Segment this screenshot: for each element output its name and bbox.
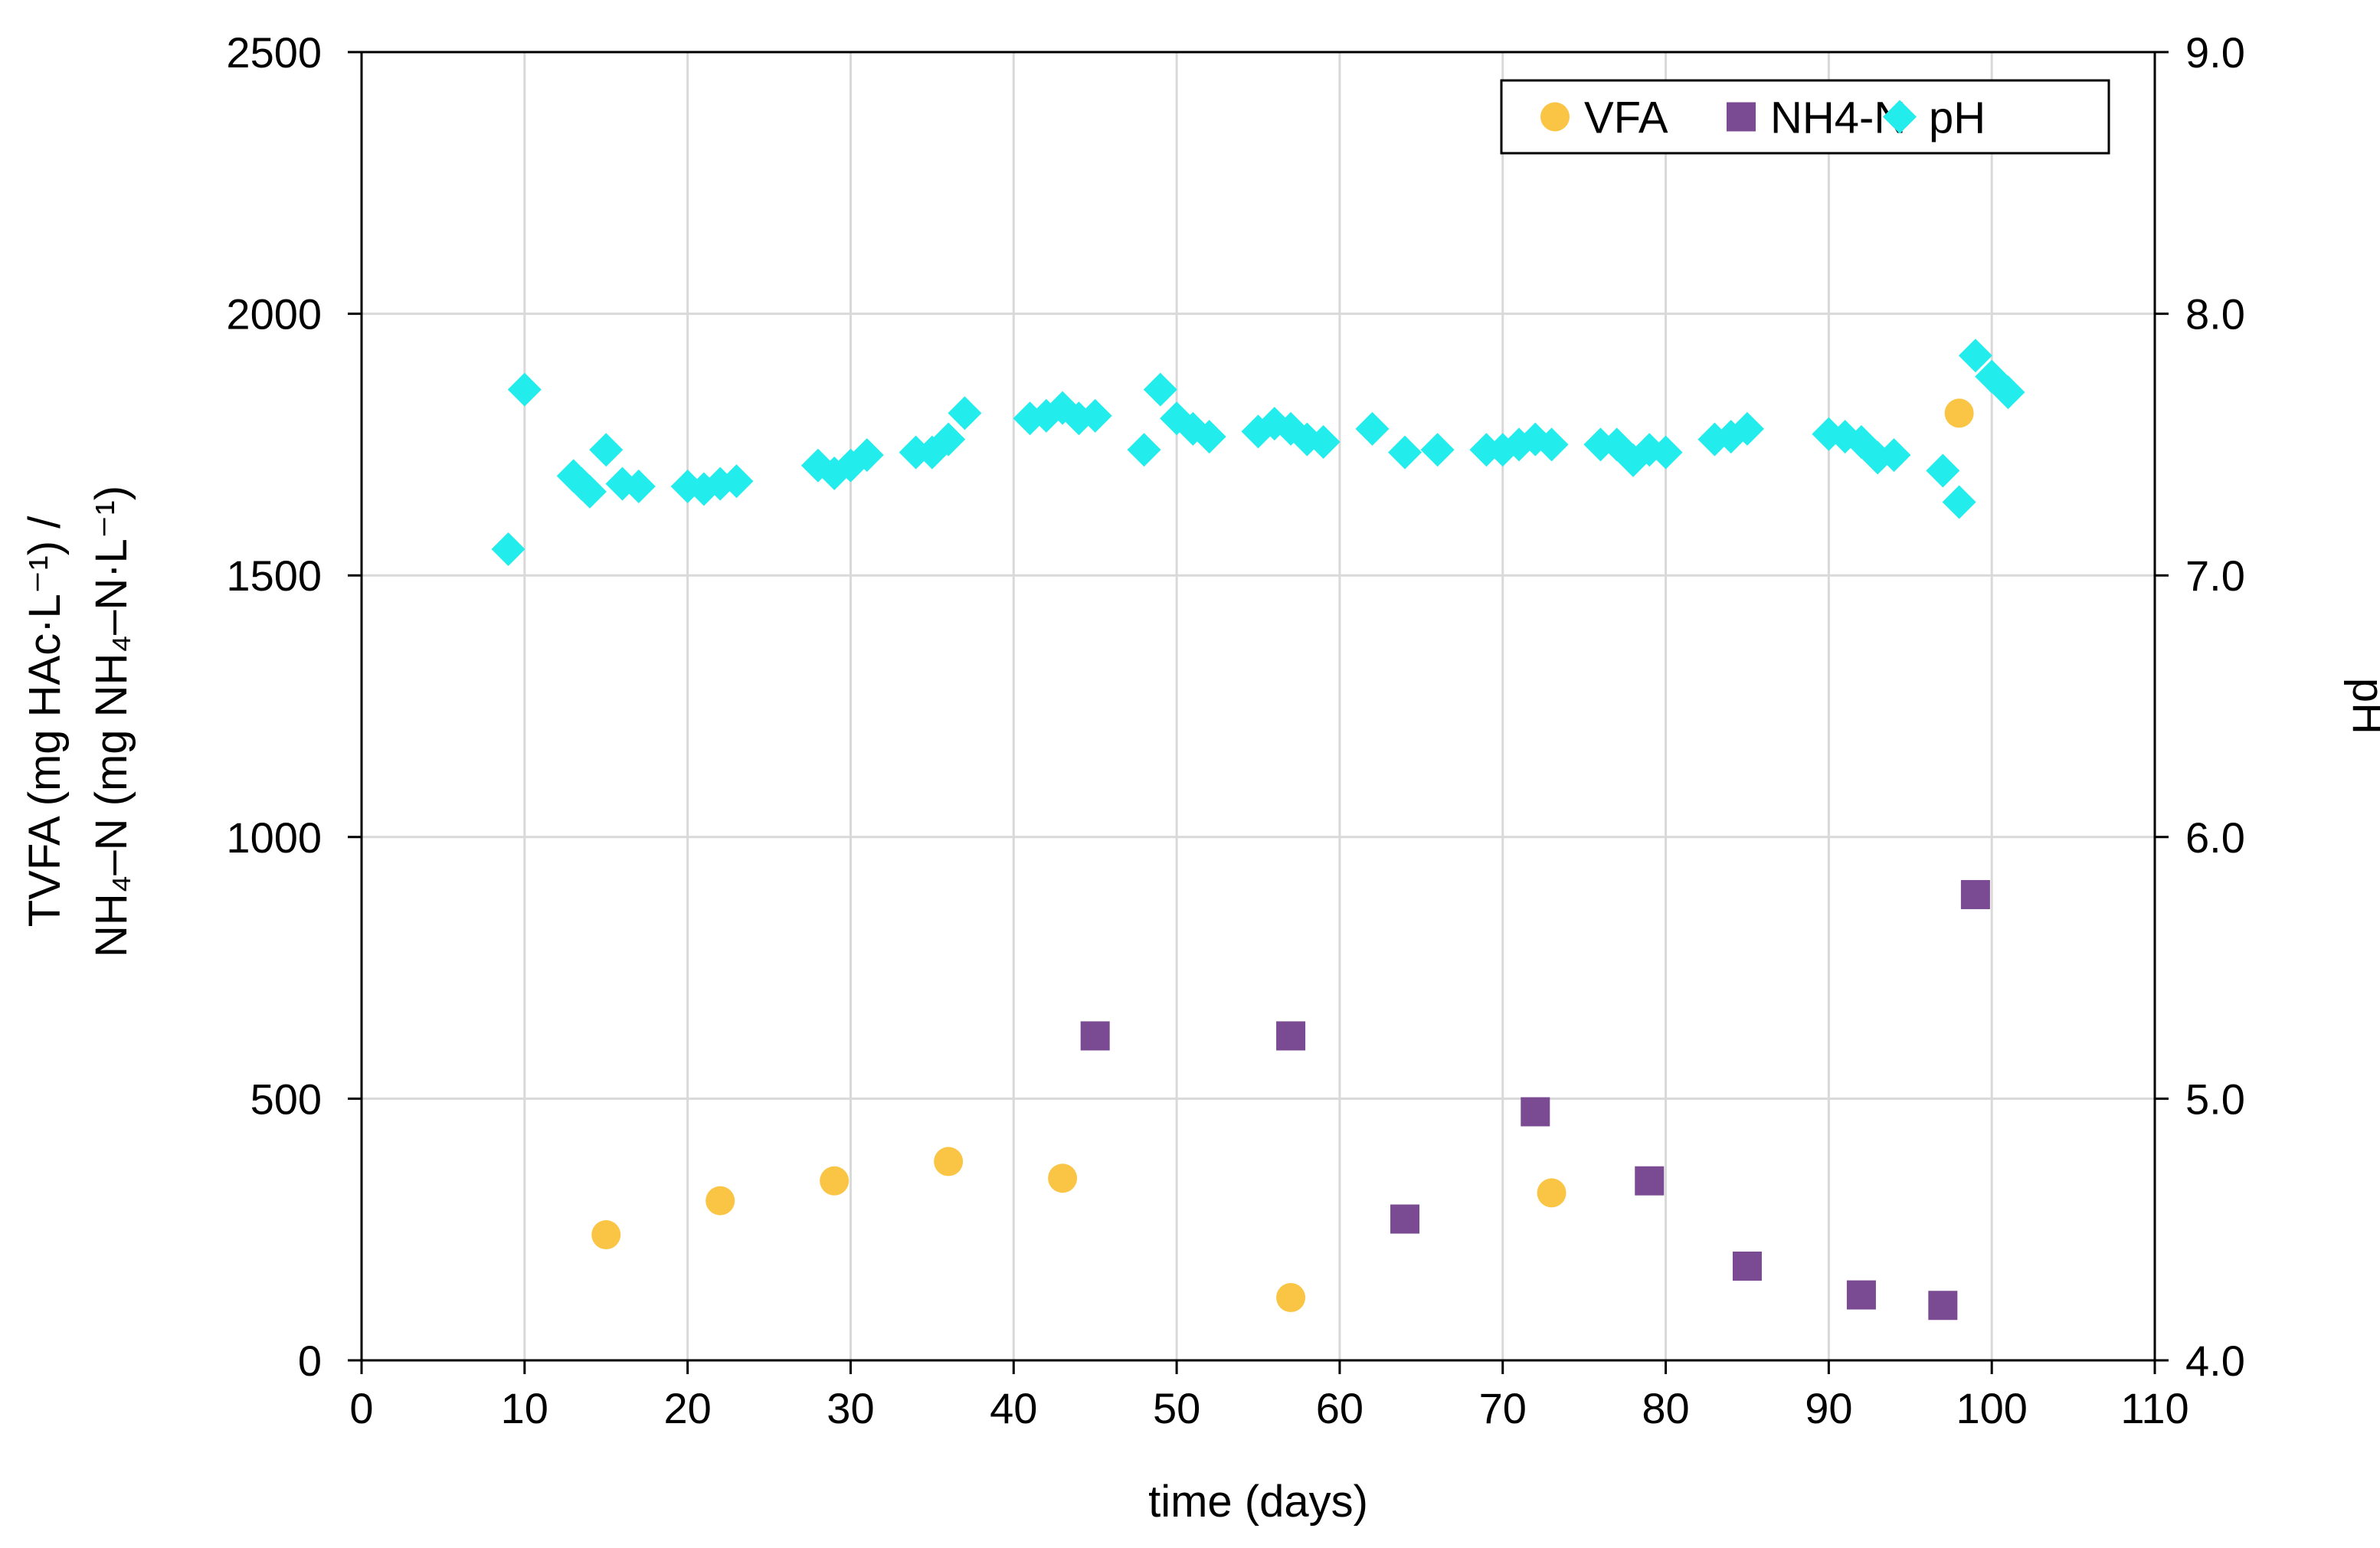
ph-point xyxy=(1192,420,1226,454)
left-y-tick-label: 0 xyxy=(298,1337,322,1385)
x-tick-label: 70 xyxy=(1479,1384,1527,1432)
ph-point xyxy=(1926,453,1960,488)
ph-point xyxy=(1942,485,1976,519)
nh4-n-point xyxy=(1276,1021,1306,1051)
vfa-point xyxy=(1048,1163,1078,1193)
ph-point xyxy=(1648,435,1683,470)
x-tick-label: 90 xyxy=(1805,1384,1852,1432)
nh4-n-point xyxy=(1928,1291,1958,1321)
nh4-n-point xyxy=(1635,1166,1665,1196)
ph-point xyxy=(719,464,754,499)
gridlines xyxy=(362,52,2155,1360)
legend-marker xyxy=(1540,102,1570,132)
left-y-tick-label: 2000 xyxy=(226,290,322,339)
legend-label: VFA xyxy=(1584,93,1668,143)
nh4-n-point xyxy=(1521,1097,1550,1127)
ph-point xyxy=(1143,372,1177,407)
vfa-point xyxy=(705,1186,735,1216)
vfa-point xyxy=(1537,1178,1566,1208)
right-y-axis-tick-labels: 4.0 5.0 6.0 7.0 8.0 9.0 xyxy=(2185,28,2245,1385)
x-tick-label: 0 xyxy=(349,1384,373,1432)
legend-item-nh4-n: NH4-N xyxy=(1727,93,1906,143)
right-y-tick-label: 5.0 xyxy=(2185,1075,2245,1123)
legend-item-ph: pH xyxy=(1883,93,1986,143)
ph-point xyxy=(1306,424,1341,459)
left-y-tick-label: 2500 xyxy=(226,28,322,77)
left-y-axis-title-line1: TVFA (mg HAc·L⁻¹) / xyxy=(20,515,70,927)
x-tick-label: 30 xyxy=(827,1384,874,1432)
ph-point xyxy=(572,474,607,509)
tick-marks xyxy=(348,51,2169,1374)
x-axis-title: time (days) xyxy=(1148,1477,1368,1527)
x-tick-label: 50 xyxy=(1153,1384,1200,1432)
x-axis-tick-labels: 0 10 20 30 40 50 60 70 80 90 100 110 xyxy=(349,1384,2188,1432)
nh4-n-point xyxy=(1960,879,1990,909)
series-ph xyxy=(491,339,2025,567)
left-y-axis-title-line2: NH₄–N (mg NH₄–N·L⁻¹) xyxy=(87,486,136,957)
nh4-n-point xyxy=(1390,1204,1420,1234)
x-tick-label: 40 xyxy=(990,1384,1037,1432)
ph-point xyxy=(491,532,525,567)
ph-point xyxy=(1078,398,1112,433)
vfa-point xyxy=(591,1220,621,1250)
legend-label: NH4-N xyxy=(1770,93,1906,143)
left-y-axis-tick-labels: 0 500 1000 1500 2000 2500 xyxy=(226,28,322,1385)
right-y-tick-label: 8.0 xyxy=(2185,290,2245,339)
ph-point xyxy=(621,470,656,504)
ph-point xyxy=(1127,433,1161,467)
vfa-point xyxy=(1276,1283,1306,1313)
nh4-n-point xyxy=(1846,1280,1876,1310)
x-tick-label: 110 xyxy=(2120,1384,2188,1432)
right-y-tick-label: 4.0 xyxy=(2185,1337,2245,1385)
x-tick-label: 80 xyxy=(1642,1384,1689,1432)
ph-point xyxy=(1355,411,1390,446)
vfa-point xyxy=(820,1166,850,1196)
ph-point xyxy=(1420,433,1455,467)
legend-item-vfa: VFA xyxy=(1540,93,1668,143)
ph-point xyxy=(507,372,542,407)
x-tick-label: 60 xyxy=(1316,1384,1364,1432)
left-y-tick-label: 1000 xyxy=(226,813,322,862)
ph-point xyxy=(589,433,624,467)
x-tick-label: 20 xyxy=(663,1384,711,1432)
legend: VFA NH4-N pH xyxy=(1500,79,2110,155)
ph-point xyxy=(1991,375,2025,410)
legend-marker xyxy=(1727,102,1756,132)
right-y-tick-label: 6.0 xyxy=(2185,813,2245,862)
left-y-tick-label: 1500 xyxy=(226,551,322,600)
nh4-n-point xyxy=(1080,1021,1110,1051)
ph-point xyxy=(1958,339,1992,373)
left-y-axis-title: TVFA (mg HAc·L⁻¹) / NH₄–N (mg NH₄–N·L⁻¹) xyxy=(20,486,136,957)
series-nh4-n xyxy=(1080,879,1990,1321)
ph-point xyxy=(931,422,966,457)
ph-point xyxy=(948,396,982,430)
ph-point xyxy=(1388,435,1422,470)
legend-label: pH xyxy=(1929,93,1986,143)
nh4-n-point xyxy=(1732,1252,1762,1281)
ph-point xyxy=(850,438,884,473)
ph-point xyxy=(1730,411,1764,446)
legend-box xyxy=(1500,79,2110,155)
ph-point xyxy=(1877,438,1911,473)
series-vfa xyxy=(591,398,1974,1313)
data-points xyxy=(491,339,2025,1321)
right-y-tick-label: 7.0 xyxy=(2185,551,2245,600)
right-y-tick-label: 9.0 xyxy=(2185,28,2245,77)
left-y-tick-label: 500 xyxy=(250,1075,322,1123)
ph-point xyxy=(1534,427,1569,462)
x-tick-label: 100 xyxy=(1956,1384,2027,1432)
vfa-point xyxy=(1944,398,1974,428)
right-y-axis-title: pH xyxy=(2343,678,2380,735)
plot-area-frame xyxy=(360,51,2156,1362)
vfa-point xyxy=(934,1147,964,1177)
legend-marker xyxy=(1883,100,1917,134)
x-tick-label: 10 xyxy=(501,1384,548,1432)
